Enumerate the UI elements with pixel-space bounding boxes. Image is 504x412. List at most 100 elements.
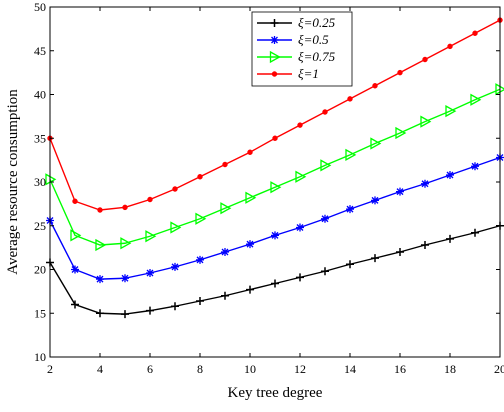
data-point (296, 273, 304, 282)
legend-label: ξ=0.25 (298, 15, 336, 30)
plot-marks (45, 17, 504, 319)
y-tick-label: 45 (34, 44, 46, 58)
data-point (395, 126, 407, 140)
legend-label: ξ=0.5 (298, 32, 329, 47)
data-point (170, 221, 182, 234)
data-point (470, 93, 482, 106)
data-point (472, 30, 478, 36)
data-point (371, 254, 379, 263)
x-tick-label: 14 (344, 362, 356, 376)
legend-marker (270, 19, 279, 27)
data-point (272, 135, 278, 141)
data-point (446, 234, 454, 243)
data-point (96, 309, 104, 318)
data-point (420, 115, 432, 128)
data-point (271, 231, 279, 240)
data-point (71, 300, 79, 309)
y-tick-label: 35 (34, 131, 46, 145)
data-point (397, 69, 403, 76)
data-point (447, 43, 453, 50)
y-tick-label: 20 (34, 263, 46, 277)
data-point (321, 214, 329, 223)
data-point (346, 260, 354, 269)
data-point (247, 149, 253, 155)
data-point (220, 202, 232, 215)
data-point (172, 186, 178, 192)
data-point (245, 191, 257, 204)
data-point (146, 269, 154, 277)
data-point (197, 174, 203, 180)
x-tick-label: 12 (294, 362, 306, 376)
data-point (121, 310, 129, 319)
y-axis-ticks: 10 15 20 25 30 35 40 45 50 (34, 0, 500, 364)
data-point (421, 179, 429, 188)
data-point (196, 297, 204, 305)
data-point (321, 267, 329, 276)
legend-entry: ξ=0.5 (257, 32, 329, 47)
x-tick-label: 16 (394, 362, 406, 376)
x-tick-label: 4 (97, 362, 103, 376)
data-point (445, 105, 457, 118)
data-point (246, 240, 254, 249)
data-point (222, 161, 228, 168)
data-point (97, 207, 103, 213)
data-point (345, 148, 357, 161)
legend-marker (269, 50, 281, 64)
x-tick-label: 10 (244, 362, 256, 376)
data-point (421, 241, 429, 249)
data-point (171, 262, 179, 271)
data-point (322, 109, 328, 115)
data-point (71, 265, 79, 274)
data-point (221, 248, 229, 256)
data-point (296, 223, 304, 232)
data-point (122, 204, 128, 211)
data-point (422, 56, 428, 63)
data-point (221, 291, 229, 300)
data-point (346, 205, 354, 214)
series-line (49, 156, 501, 280)
legend-entry: ξ=0.75 (257, 49, 336, 64)
series-4 (47, 17, 503, 213)
series-line (49, 88, 501, 246)
y-tick-label: 40 (34, 88, 46, 102)
x-tick-label: 8 (197, 362, 203, 376)
legend-label: ξ=1 (298, 66, 319, 81)
data-point (471, 228, 479, 237)
data-point (146, 306, 154, 315)
data-point (370, 137, 382, 150)
legend-marker (270, 36, 279, 44)
legend-label: ξ=0.75 (298, 49, 336, 64)
data-point (271, 279, 279, 288)
data-point (72, 198, 78, 204)
data-point (270, 181, 282, 194)
legend-entry: ξ=0.25 (257, 15, 336, 30)
x-tick-label: 2 (47, 362, 53, 376)
data-point (195, 212, 207, 225)
data-point (347, 96, 353, 102)
data-point (396, 248, 404, 256)
data-point (120, 237, 132, 250)
y-tick-label: 30 (34, 175, 46, 189)
y-tick-label: 25 (34, 219, 46, 233)
data-point (372, 83, 378, 89)
legend: ξ=0.25 ξ=0.5 ξ=0.75 ξ=1 (251, 11, 353, 87)
legend-marker (271, 71, 278, 77)
data-point (396, 187, 404, 196)
data-point (145, 230, 157, 243)
x-tick-label: 6 (147, 362, 153, 376)
data-point (171, 302, 179, 311)
y-axis-label: Average resource consumption (5, 89, 21, 275)
series-2 (46, 153, 504, 284)
data-point (95, 238, 107, 252)
data-point (297, 122, 303, 128)
x-axis-ticks: 2 4 6 8 10 12 14 16 18 20 (47, 7, 504, 376)
data-point (471, 162, 479, 171)
y-tick-label: 10 (34, 350, 46, 364)
data-point (147, 196, 153, 203)
legend-entry: ξ=1 (257, 66, 319, 81)
data-point (121, 274, 129, 283)
x-axis-label: Key tree degree (228, 385, 323, 401)
data-point (446, 171, 454, 179)
data-point (246, 285, 254, 294)
